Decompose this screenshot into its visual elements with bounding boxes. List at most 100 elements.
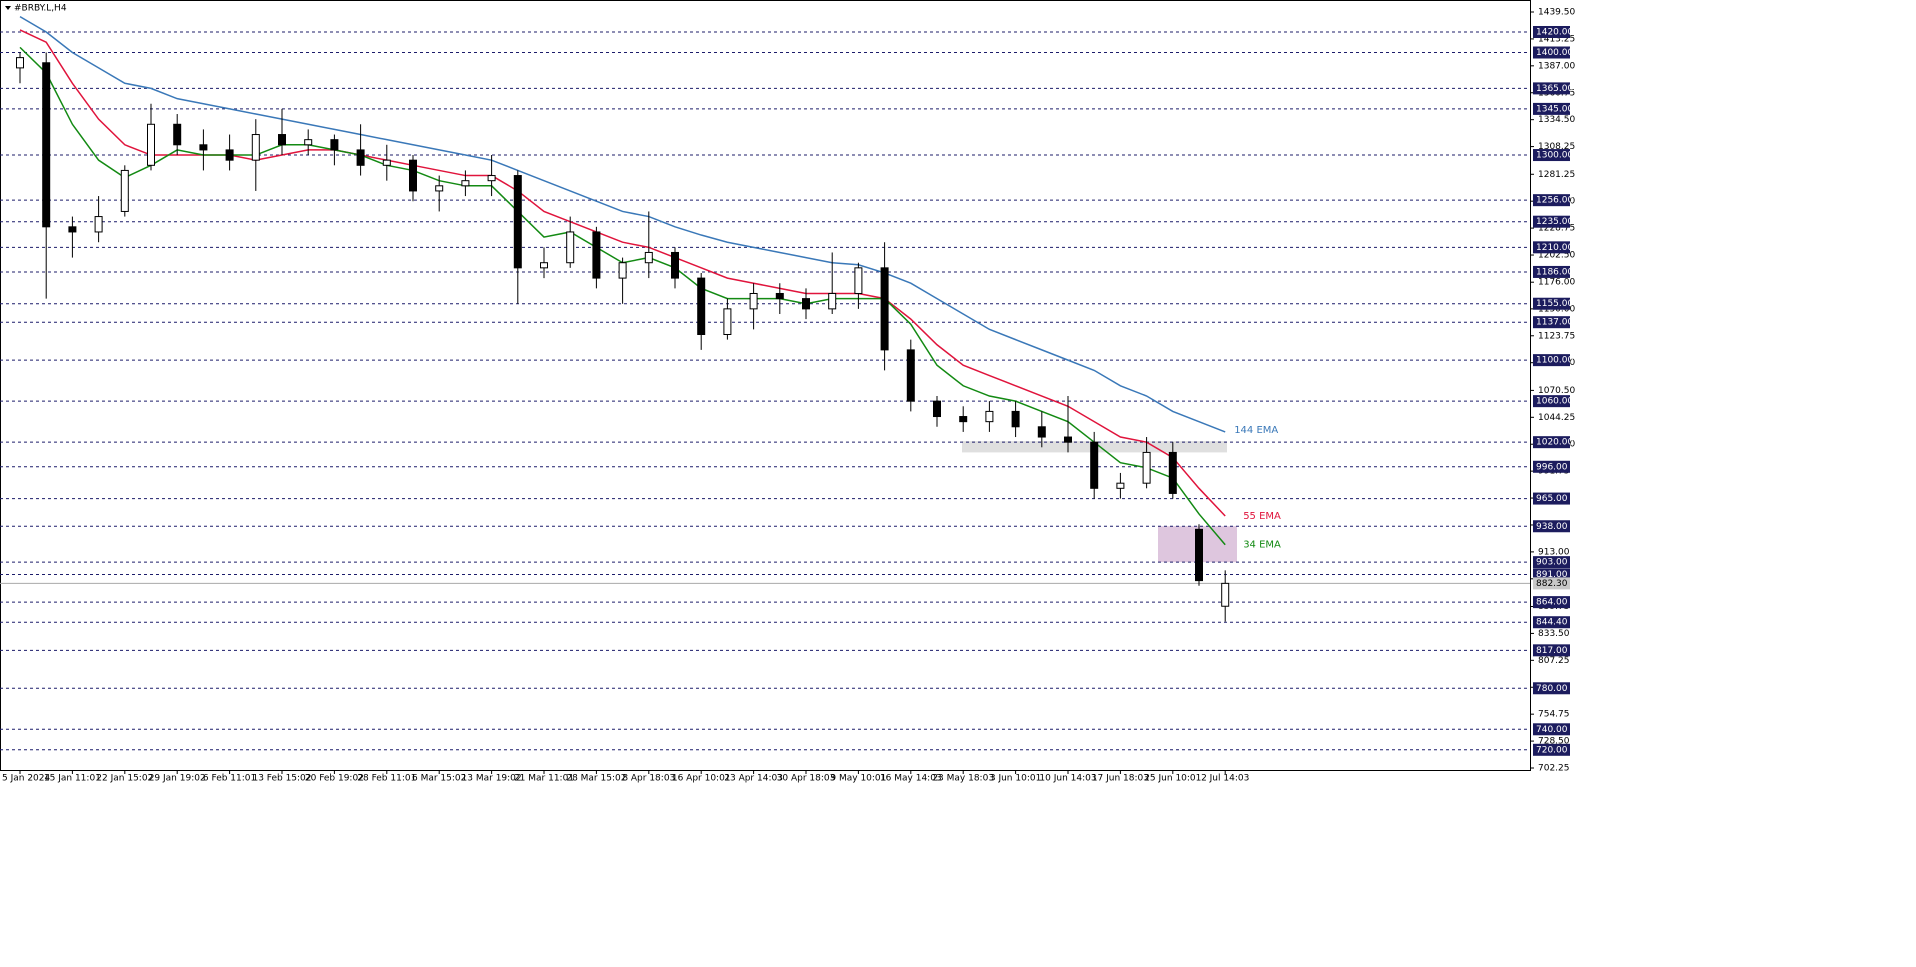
x-tick-label: 3 Jun 10:01 xyxy=(990,774,1041,784)
x-tick-label: 23 Apr 14:03 xyxy=(724,774,783,784)
level-label-box xyxy=(1533,297,1570,310)
level-label: 965.00 xyxy=(1536,494,1568,504)
level-label-box xyxy=(1533,460,1570,473)
menu-arrow xyxy=(5,6,11,10)
candle-body xyxy=(671,251,679,279)
x-tick-label: 22 Jan 15:02 xyxy=(96,774,153,784)
y-tick-label: 1070.50 xyxy=(1538,386,1575,396)
level-label: 1300.00 xyxy=(1536,151,1573,161)
level-label-box xyxy=(1533,492,1570,505)
level-label-box xyxy=(1533,265,1570,278)
candle-body xyxy=(16,57,24,69)
candle-body xyxy=(409,159,417,192)
candle-body xyxy=(94,216,103,233)
candle-body xyxy=(68,226,77,233)
y-tick-label: 1281.25 xyxy=(1538,170,1575,180)
level-label: 1256.00 xyxy=(1536,196,1573,206)
level-label-box xyxy=(1533,46,1570,59)
level-label-box xyxy=(1533,436,1570,449)
candle-body xyxy=(147,123,155,166)
level-label-box xyxy=(1533,596,1570,609)
candle-body xyxy=(435,185,444,192)
x-tick-label: 28 Mar 15:02 xyxy=(566,774,626,784)
ema-label: 34 EMA xyxy=(1243,540,1281,551)
x-tick-label: 9 May 10:01 xyxy=(830,774,886,784)
level-label-box xyxy=(1533,215,1570,228)
candle-body xyxy=(1037,426,1046,438)
candle-body xyxy=(933,400,941,418)
candle-body xyxy=(749,292,758,310)
level-label: 864.00 xyxy=(1536,598,1568,608)
candle-body xyxy=(278,134,286,146)
y-tick-label: 1308.25 xyxy=(1538,142,1575,152)
ema-label: 144 EMA xyxy=(1234,425,1278,436)
candle-body xyxy=(592,231,601,279)
ema-label: 55 EMA xyxy=(1243,511,1281,522)
level-label-box xyxy=(1533,520,1570,533)
x-tick-label: 30 Apr 18:03 xyxy=(777,774,836,784)
x-tick-label: 6 Feb 11:01 xyxy=(203,774,256,784)
candle-body xyxy=(566,231,575,264)
candle-body xyxy=(1221,582,1230,607)
candle-body xyxy=(199,144,208,151)
x-tick-label: 10 Jun 14:03 xyxy=(1039,774,1096,784)
candle-body xyxy=(959,416,968,423)
level-label-box xyxy=(1533,723,1570,736)
level-label: 938.00 xyxy=(1536,522,1568,532)
level-label: 1020.00 xyxy=(1536,438,1573,448)
candle-body xyxy=(1090,441,1099,489)
candle-body xyxy=(854,267,863,294)
candle-body xyxy=(251,134,260,161)
y-tick-label: 1123.75 xyxy=(1538,331,1575,341)
y-tick-label: 1334.50 xyxy=(1538,115,1575,125)
y-tick-label: 807.25 xyxy=(1538,656,1570,666)
level-label-box xyxy=(1533,241,1570,254)
candle-body xyxy=(1195,528,1203,582)
candle-body xyxy=(1116,482,1125,489)
candle-body xyxy=(1168,451,1177,494)
candle-body xyxy=(775,292,784,300)
last-price-label: 882.30 xyxy=(1536,579,1568,589)
candle-body xyxy=(120,169,129,212)
candle-body xyxy=(382,159,391,166)
level-label: 1400.00 xyxy=(1536,48,1573,58)
level-label: 844.40 xyxy=(1536,618,1568,628)
level-label: 1060.00 xyxy=(1536,397,1573,407)
y-tick-label: 833.50 xyxy=(1538,629,1570,639)
level-label: 1365.00 xyxy=(1536,84,1573,94)
level-label: 740.00 xyxy=(1536,725,1568,735)
x-tick-label: 2 Jul 14:03 xyxy=(1201,774,1249,784)
level-label: 903.00 xyxy=(1536,558,1568,568)
level-label-box xyxy=(1533,149,1570,162)
plot-frame xyxy=(0,0,1531,771)
level-label: 1420.00 xyxy=(1536,27,1573,37)
y-tick-label: 1202.50 xyxy=(1538,251,1575,261)
ema-line xyxy=(19,15,1226,433)
level-label-box xyxy=(1533,743,1570,756)
level-label: 996.00 xyxy=(1536,462,1568,472)
candle-body xyxy=(173,123,182,146)
y-tick-label: 1228.75 xyxy=(1538,224,1575,234)
candle-body xyxy=(461,180,470,187)
level-label-box xyxy=(1533,616,1570,629)
level-label: 1186.00 xyxy=(1536,267,1573,277)
candle-body xyxy=(644,251,653,264)
candle-body xyxy=(304,139,313,146)
level-label: 1345.00 xyxy=(1536,104,1573,114)
x-tick-label: 16 May 14:03 xyxy=(880,774,942,784)
x-tick-label: 8 Apr 18:03 xyxy=(622,774,675,784)
level-label-box xyxy=(1533,82,1570,95)
level-label-box xyxy=(1533,682,1570,695)
level-label: 1137.00 xyxy=(1536,318,1573,328)
candle-body xyxy=(1064,436,1072,443)
x-tick-label: 25 Jun 10:01 xyxy=(1144,774,1201,784)
last-price-box xyxy=(1533,577,1570,590)
level-label-box xyxy=(1533,194,1570,207)
level-label: 1100.00 xyxy=(1536,356,1573,366)
y-tick-label: 1413.25 xyxy=(1538,34,1575,44)
candle-body xyxy=(880,267,889,351)
candle-body xyxy=(356,149,365,166)
x-tick-label: 6 Mar 15:02 xyxy=(412,774,466,784)
level-label-box xyxy=(1533,644,1570,657)
